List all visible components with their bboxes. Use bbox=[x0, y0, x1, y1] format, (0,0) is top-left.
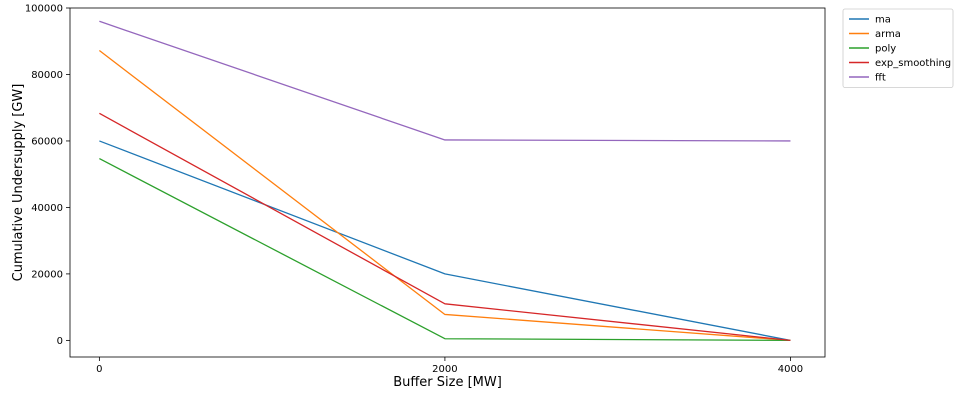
legend-label: arma bbox=[875, 29, 901, 40]
series-line-exp_smoothing bbox=[99, 112, 791, 342]
y-tick-label: 40000 bbox=[31, 203, 63, 214]
y-tick-label: 100000 bbox=[25, 4, 63, 15]
series-layer bbox=[98, 20, 791, 342]
legend-label: ma bbox=[875, 15, 891, 26]
y-tick-label: 20000 bbox=[31, 269, 63, 280]
y-tick-label: 80000 bbox=[31, 70, 63, 81]
series-line-ma bbox=[99, 140, 791, 342]
x-tick-label: 4000 bbox=[778, 364, 803, 375]
legend-label: fft bbox=[875, 73, 886, 84]
series-line-fft bbox=[99, 20, 791, 142]
y-axis: 0 20000 40000 60000 80000 100000 bbox=[25, 4, 70, 347]
legend-label: poly bbox=[875, 44, 896, 55]
x-axis-label: Buffer Size [MW] bbox=[393, 375, 502, 390]
legend-label: exp_smoothing bbox=[875, 58, 951, 69]
series-line-poly bbox=[99, 157, 791, 342]
series-line-arma bbox=[98, 50, 791, 342]
x-tick-label: 2000 bbox=[432, 364, 457, 375]
y-axis-label: Cumulative Undersupply [GW] bbox=[11, 84, 26, 282]
plot-frame bbox=[69, 7, 826, 358]
y-tick-label: 0 bbox=[57, 336, 63, 347]
x-tick-label: 0 bbox=[96, 364, 102, 375]
legend-box bbox=[842, 8, 954, 88]
plot-area bbox=[69, 7, 826, 358]
y-tick-label: 60000 bbox=[31, 136, 63, 147]
x-axis: 0 2000 4000 bbox=[96, 357, 803, 375]
